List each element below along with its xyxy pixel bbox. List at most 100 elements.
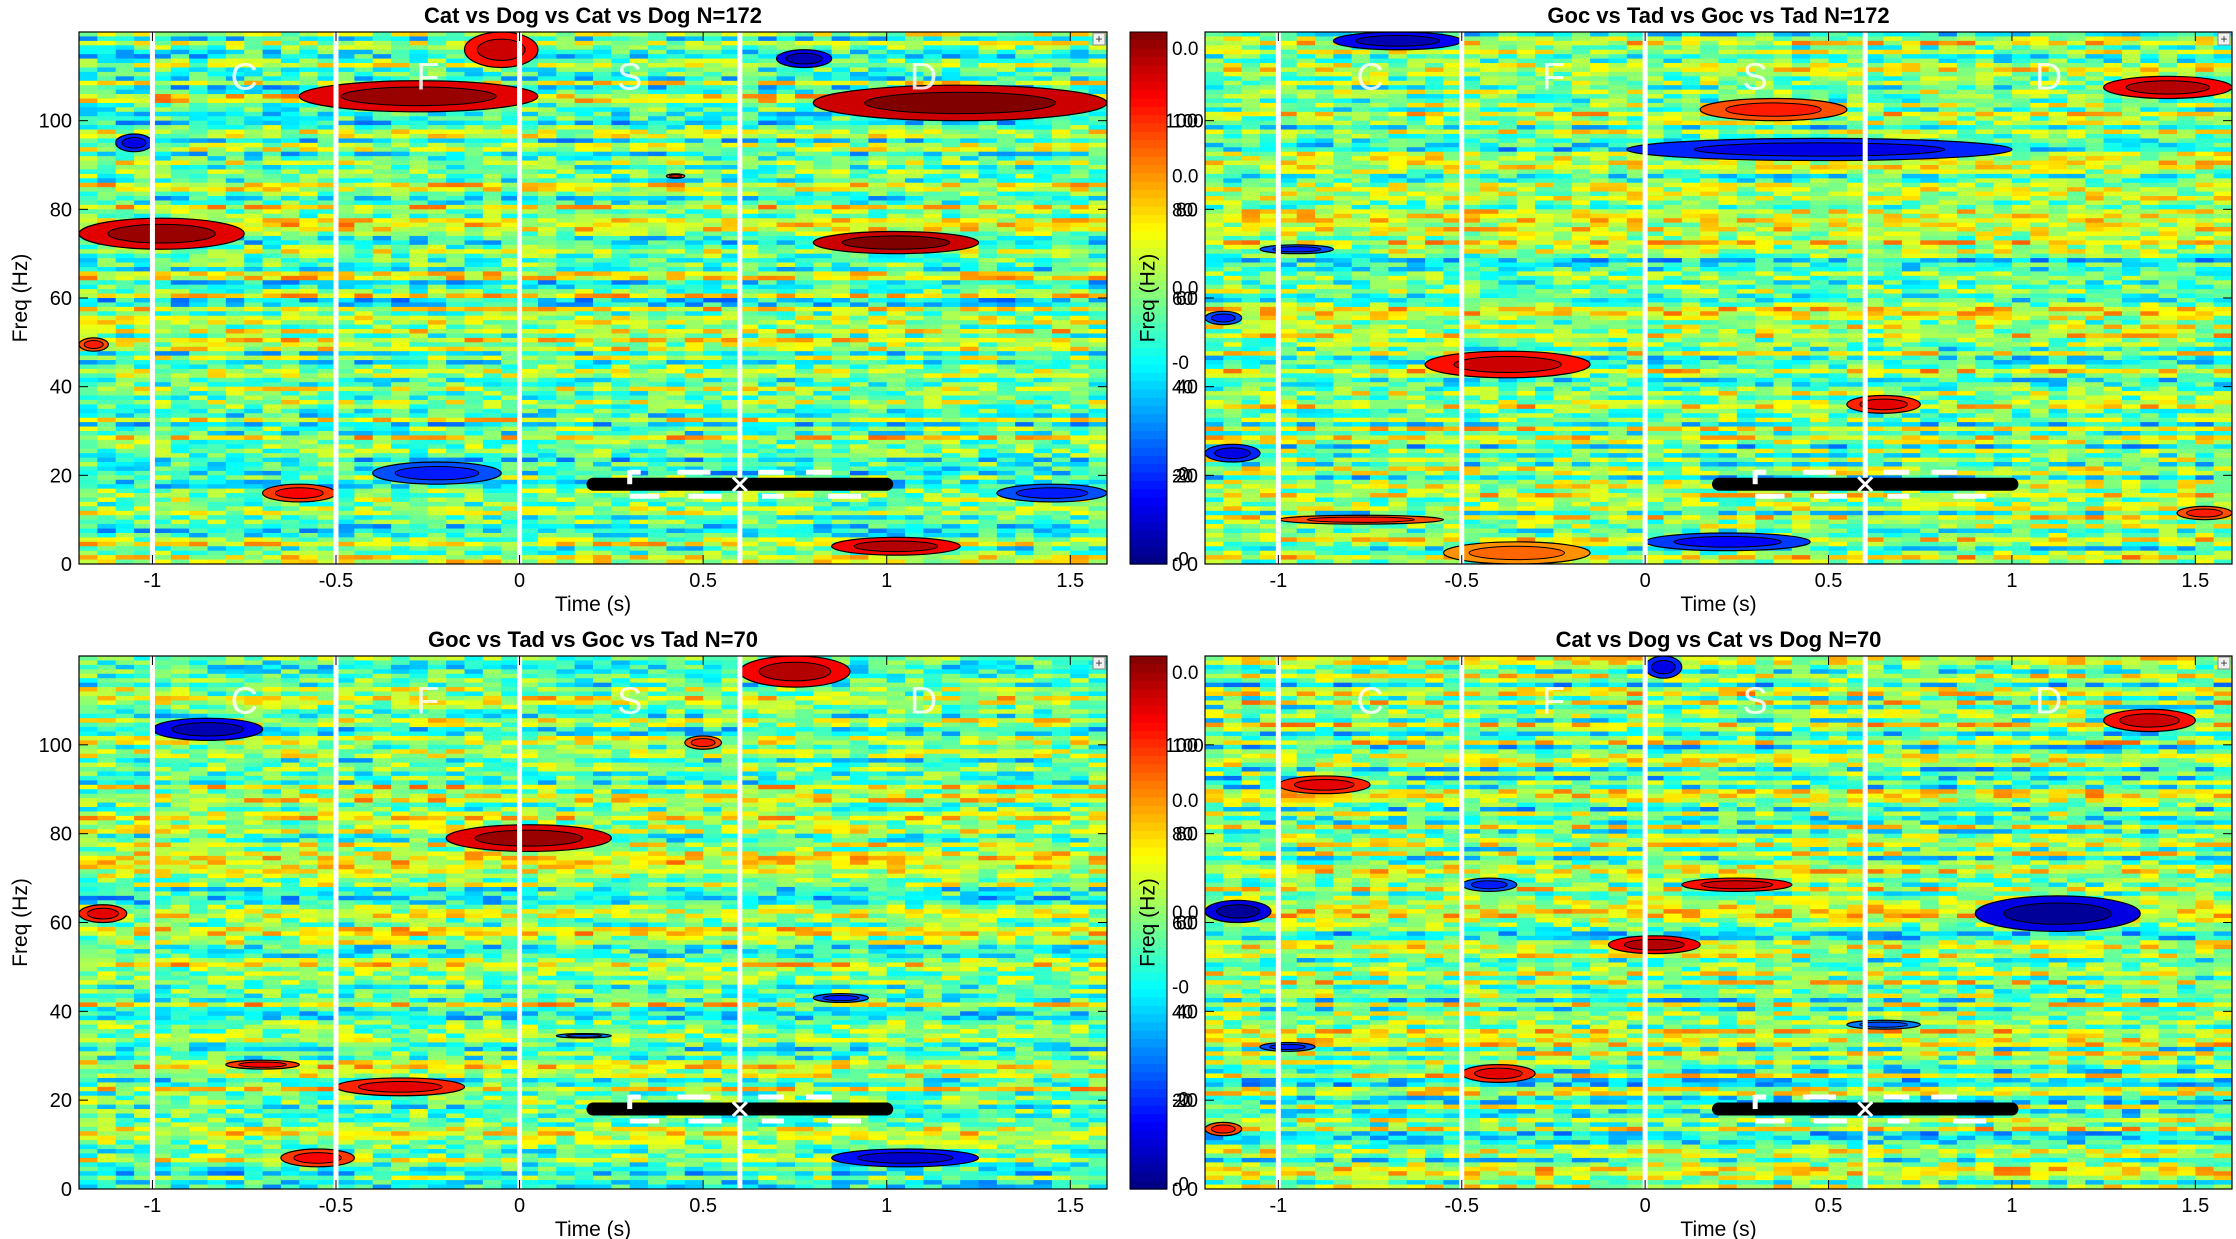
panel-title: Goc vs Tad vs Goc vs Tad N=172 <box>1547 3 1889 28</box>
cluster-3 <box>1277 775 1371 795</box>
cluster-1 <box>739 656 851 688</box>
event-label-F: F <box>416 57 439 99</box>
spectrogram-panel-4: C F S D -1 -0.5 0 0.5 1 1.5 0 20 40 60 80 100 Cat vs Dog… <box>1135 627 2233 1239</box>
x-tick-label: 0 <box>514 570 525 592</box>
y-tick-label: 40 <box>50 1001 72 1023</box>
cluster-5 <box>225 1059 300 1070</box>
panel-title: Cat vs Dog vs Cat vs Dog N=172 <box>424 3 762 28</box>
spectrogram-panel-3: C F S D -1 -0.5 0 0.5 1 1.5 0 20 40 60 80 100 Goc vs Tad… <box>9 627 1108 1239</box>
y-axis-label: Freq (Hz) <box>9 254 32 343</box>
cluster-2 <box>1974 895 2141 932</box>
y-tick-label: 60 <box>1176 288 1198 310</box>
cluster-13 <box>1205 310 1243 326</box>
colorbar-axis-label: Freq (Hz) <box>1137 878 1160 967</box>
colorbar-tick-label: 0.0 <box>1172 167 1198 188</box>
y-tick-label: 20 <box>50 465 72 487</box>
event-label-C: C <box>1356 57 1383 99</box>
expand-button[interactable]: + <box>2217 32 2231 46</box>
event-label-F: F <box>416 681 439 723</box>
event-label-C: C <box>230 681 257 723</box>
cluster-10 <box>1277 514 1445 525</box>
cluster-2 <box>1699 97 1848 122</box>
cluster-6 <box>335 1077 466 1097</box>
y-tick-label: 40 <box>50 377 72 399</box>
event-label-D: D <box>910 57 937 99</box>
colorbar-tick-label: 60 <box>1172 914 1193 935</box>
x-axis-label: Time (s) <box>1680 593 1756 616</box>
x-tick-label: 1 <box>881 1195 892 1217</box>
cluster-11 <box>1259 1041 1316 1052</box>
expand-button[interactable]: + <box>2217 656 2231 670</box>
panel-title: Goc vs Tad vs Goc vs Tad N=70 <box>428 627 758 652</box>
cluster-3 <box>2103 75 2232 100</box>
x-tick-label: -0.5 <box>319 1195 353 1217</box>
y-tick-label: 60 <box>50 288 72 310</box>
spectrogram-panel-2: C F S D -1 -0.5 0 0.5 1 1.5 0 20 40 60 80 100 Goc vs Tad… <box>1135 3 2233 616</box>
event-label-C: C <box>1356 681 1383 723</box>
event-label-S: S <box>617 681 642 723</box>
colorbar-tick-label: 80 <box>1172 825 1193 846</box>
colorbar-tick-label: -0 <box>1172 465 1189 486</box>
cluster-11 <box>665 173 686 179</box>
y-tick-label: 20 <box>50 1090 72 1112</box>
colorbar-tick-label: 20 <box>1172 1091 1193 1112</box>
cluster-10 <box>684 735 723 750</box>
event-label-C: C <box>230 57 257 99</box>
cluster-7 <box>261 483 337 503</box>
timing-bar <box>586 469 894 499</box>
timing-bar <box>1712 1094 2019 1124</box>
x-tick-label: 0.5 <box>689 1195 717 1217</box>
y-tick-label: 20 <box>1176 1090 1198 1112</box>
x-tick-label: -1 <box>1269 570 1287 592</box>
event-label-D: D <box>2035 681 2062 723</box>
cluster-8 <box>831 1148 980 1168</box>
event-label-S: S <box>1742 57 1767 99</box>
colorbar-tick-label: -0 <box>1172 550 1189 571</box>
colorbar-tick-label: 0.0 <box>1172 791 1198 812</box>
cluster-9 <box>115 133 154 153</box>
colorbar-tick-label: 100 <box>1172 112 1204 133</box>
cluster-10 <box>1205 1121 1243 1137</box>
colorbar-tick-label: -0 <box>1172 1089 1189 1110</box>
y-tick-label: 60 <box>50 913 72 935</box>
cluster-11 <box>555 1032 612 1039</box>
x-tick-label: -1 <box>144 570 162 592</box>
x-tick-label: 0.5 <box>689 570 717 592</box>
cluster-4 <box>79 904 128 924</box>
timing-bar <box>1712 469 2019 499</box>
cluster-12 <box>2176 505 2232 521</box>
cluster-5 <box>812 230 980 255</box>
x-tick-label: 1.5 <box>2181 1195 2209 1217</box>
x-tick-label: 1 <box>2006 570 2017 592</box>
colorbar-tick-label: 60 <box>1172 289 1193 310</box>
expand-button[interactable]: + <box>1092 656 1106 670</box>
x-tick-label: 0 <box>514 1195 525 1217</box>
y-tick-label: 80 <box>50 824 72 846</box>
y-tick-label: 80 <box>1176 824 1198 846</box>
event-label-D: D <box>2035 57 2062 99</box>
colorbar-tick-label: 100 <box>1172 736 1204 757</box>
colorbar-tick-label: 0.0 <box>1172 903 1198 924</box>
x-tick-label: 1 <box>2006 1195 2017 1217</box>
y-axis-label: Freq (Hz) <box>9 878 32 967</box>
event-label-F: F <box>1542 681 1565 723</box>
expand-button[interactable]: + <box>1092 32 1106 46</box>
y-tick-label: 60 <box>1176 913 1198 935</box>
colorbar-tick-label: 40 <box>1172 378 1193 399</box>
colorbar-tick-label: -0 <box>1172 353 1189 374</box>
cluster-3 <box>812 84 1107 122</box>
cluster-8 <box>1644 532 1811 552</box>
x-tick-label: -0.5 <box>319 570 353 592</box>
cluster-5 <box>1607 935 1701 955</box>
colorbar-tick-label: 0.0 <box>1172 39 1198 60</box>
x-tick-label: -0.5 <box>1445 1195 1479 1217</box>
cluster-7 <box>280 1148 355 1168</box>
y-tick-label: 80 <box>50 199 72 221</box>
cluster-10 <box>775 49 833 69</box>
x-tick-label: -1 <box>1269 1195 1287 1217</box>
y-tick-label: 0 <box>1187 1179 1198 1201</box>
